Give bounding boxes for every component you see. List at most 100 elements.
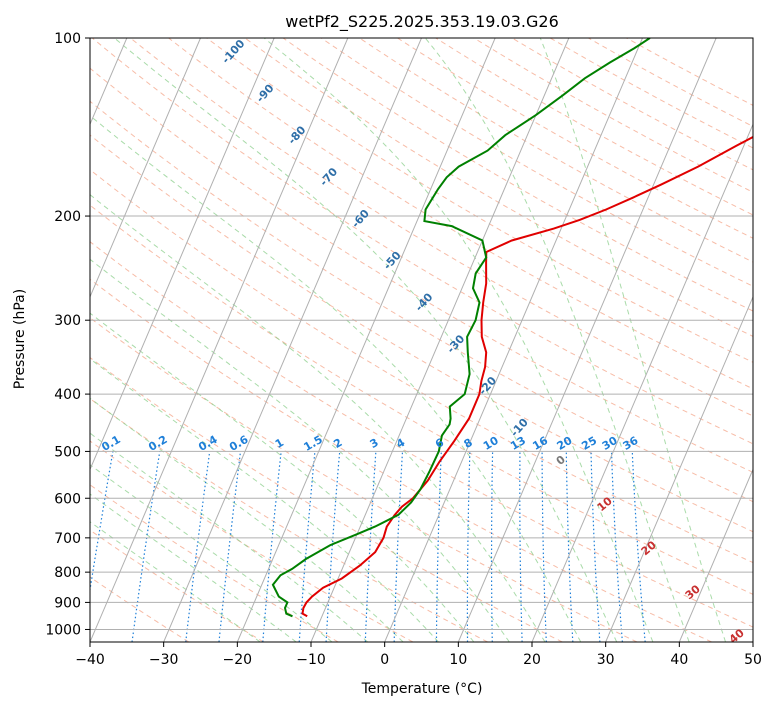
- dry-adiabat-line: [90, 241, 753, 628]
- y-tick-label: 900: [54, 595, 81, 611]
- mixing-ratio-line: [131, 451, 161, 642]
- dry-adiabat-line: [90, 169, 753, 564]
- y-tick-label: 300: [54, 313, 81, 329]
- mixing-ratio-line: [565, 451, 574, 642]
- x-tick-label: −10: [296, 652, 326, 668]
- mixing-ratio-label: 0.6: [227, 433, 251, 454]
- dry-adiabat-label: -90: [254, 81, 277, 105]
- dry-adiabat-line: [435, 38, 753, 216]
- chart-title: wetPf2_S225.2025.353.19.03.G26: [285, 12, 559, 32]
- mixing-ratio-line: [490, 451, 494, 642]
- x-tick-label: 30: [597, 652, 615, 668]
- isotherm-gridline: [90, 38, 201, 299]
- mixing-ratio-label: 3: [368, 436, 381, 451]
- x-tick-label: 40: [670, 652, 688, 668]
- y-tick-label: 700: [54, 531, 81, 547]
- isotherm-gridline: [90, 38, 349, 642]
- dry-adiabat-line: [168, 38, 753, 390]
- dry-adiabat-line: [130, 38, 753, 417]
- mixing-ratio-label: 1: [273, 436, 286, 451]
- moist-adiabat-line: [114, 38, 618, 642]
- dry-adiabat-line: [282, 38, 753, 312]
- temperature-profile-line: [301, 135, 753, 618]
- moist-adiabat-line: [90, 432, 368, 642]
- isotherm-gridline: [605, 295, 753, 642]
- dry-adiabat-line: [90, 278, 712, 642]
- moist-adiabat-line: [90, 521, 261, 642]
- isotherm-gridline: [531, 123, 753, 642]
- isotherm-gridline: [163, 38, 422, 642]
- x-axis-label: Temperature (°C): [361, 681, 483, 697]
- moist-adiabat-line: [90, 115, 582, 642]
- dry-adiabat-line: [90, 576, 190, 642]
- x-tick-label: 0: [380, 652, 389, 668]
- moist-adiabat-label: 30: [683, 582, 703, 602]
- y-tick-label: 100: [54, 31, 81, 47]
- isotherm-gridline: [310, 38, 570, 642]
- dry-adiabat-line: [90, 67, 753, 473]
- dry-adiabat-line: [90, 484, 339, 642]
- dry-adiabat-line: [90, 357, 563, 642]
- mixing-ratio-label: 0.4: [196, 433, 220, 454]
- mixing-ratio-line: [590, 451, 601, 642]
- dry-adiabat-line: [359, 38, 753, 263]
- mixing-ratio-line: [610, 451, 623, 642]
- mixing-ratio-line: [466, 451, 471, 642]
- dry-adiabat-label: -100: [219, 37, 247, 66]
- dry-adiabat-label: -50: [381, 249, 404, 273]
- mixing-ratio-line: [519, 451, 523, 642]
- dry-adiabat-label: -30: [444, 332, 467, 356]
- x-tick-label: −20: [223, 652, 253, 668]
- moist-adiabat-line: [90, 493, 297, 642]
- dry-adiabat-label: -60: [349, 207, 372, 231]
- moist-adiabat-label: 20: [639, 538, 659, 558]
- moist-adiabat-label: 10: [595, 494, 615, 514]
- y-axis-label: Pressure (hPa): [12, 289, 28, 389]
- moist-adiabat-line: [90, 397, 404, 642]
- dry-adiabat-line: [90, 204, 753, 595]
- dry-adiabat-line: [90, 440, 414, 642]
- y-tick-label: 800: [54, 565, 81, 581]
- dry-adiabat-line: [90, 398, 488, 642]
- y-tick-label: 1000: [45, 622, 81, 638]
- mixing-ratio-label: 0.2: [146, 433, 169, 454]
- mixing-ratio-line: [364, 451, 377, 642]
- dry-adiabat-line: [549, 38, 753, 149]
- mixing-ratio-line: [90, 451, 114, 594]
- x-tick-label: −40: [75, 652, 105, 668]
- mixing-ratio-label: 16: [530, 434, 550, 453]
- mixing-ratio-line: [435, 451, 442, 642]
- moist-adiabat-line: [90, 464, 333, 642]
- mixing-ratio-line: [262, 451, 282, 642]
- mixing-ratio-line: [218, 451, 242, 642]
- data-layer: [271, 38, 753, 618]
- moist-adiabat-line: [90, 194, 546, 642]
- dry-adiabat-line: [588, 38, 753, 127]
- mixing-ratio-label: 4: [394, 436, 407, 451]
- y-tick-label: 600: [54, 491, 81, 507]
- dry-adiabat-label: -80: [285, 123, 308, 147]
- mixing-ratio-label: 30: [600, 434, 620, 453]
- dewpoint-profile-line: [271, 38, 651, 618]
- y-tick-label: 200: [54, 209, 81, 225]
- dry-adiabat-line: [244, 38, 753, 337]
- dry-adiabat-line: [206, 38, 753, 363]
- moist-adiabat-line: [90, 358, 439, 642]
- moist-adiabat-line: [424, 38, 690, 642]
- moist-adiabat-line: [539, 38, 726, 642]
- moist-adiabat-line: [90, 258, 510, 642]
- mixing-ratio-label: 10: [481, 434, 501, 453]
- isotherm-gridline: [678, 468, 753, 642]
- isotherm-gridline: [752, 640, 753, 642]
- x-tick-label: 20: [523, 652, 541, 668]
- isotherm-gridline: [90, 38, 275, 471]
- isotherm-gridline: [236, 38, 496, 642]
- mixing-ratio-label: 25: [579, 434, 599, 453]
- moist-adiabat-line: [263, 38, 654, 642]
- isotherm-gridline: [457, 38, 717, 642]
- y-tick-label: 500: [54, 444, 81, 460]
- grid-layer: [90, 38, 753, 642]
- isotherm-gridline: [384, 38, 643, 642]
